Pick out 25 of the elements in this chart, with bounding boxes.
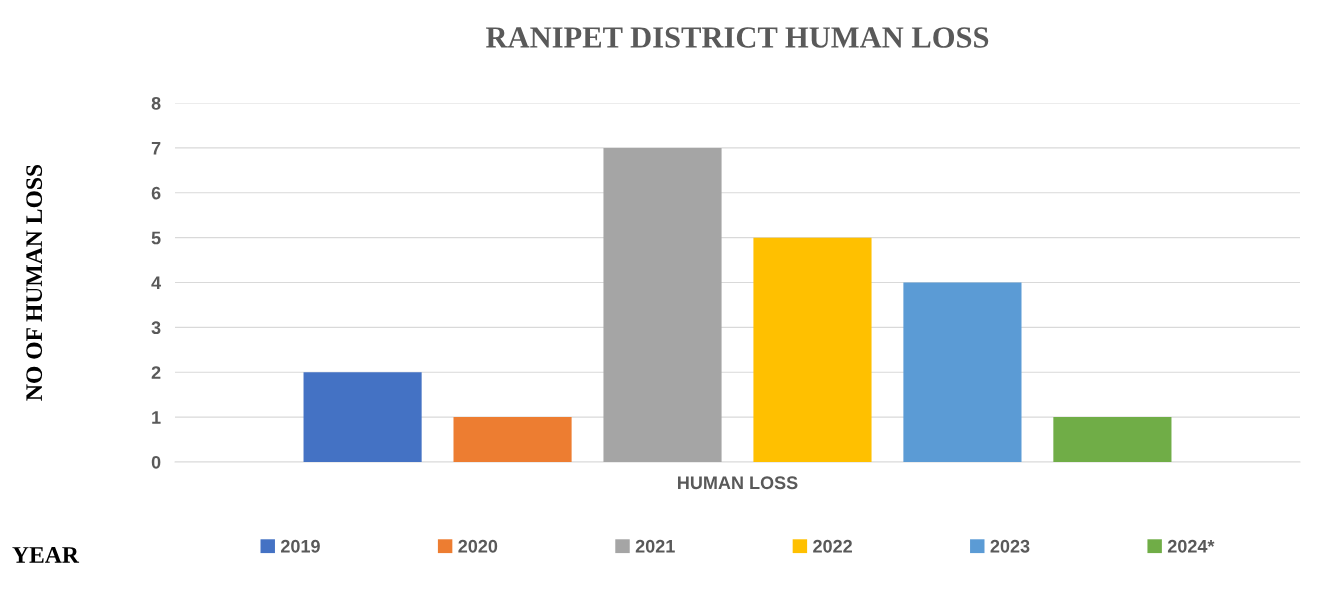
bar <box>453 417 572 462</box>
y-axis-title: NO OF HUMAN LOSS <box>26 164 43 401</box>
y-tick-label: 5 <box>151 231 161 245</box>
chart-title: RANIPET DISTRICT HUMAN LOSS <box>486 27 989 48</box>
bar <box>1053 417 1172 462</box>
y-tick-label: 1 <box>152 411 161 424</box>
bar <box>903 282 1022 462</box>
y-tick-label: 7 <box>151 142 161 155</box>
y-tick-label: 0 <box>151 455 161 469</box>
legend-label: 2021 <box>635 539 675 553</box>
bar <box>603 147 722 462</box>
y-tick-label: 4 <box>151 276 162 290</box>
x-tick-label: HUMAN LOSS <box>678 476 798 490</box>
legend-title: YEAR <box>12 547 80 563</box>
y-tick-label: 6 <box>151 186 161 200</box>
y-tick-label: 3 <box>151 321 161 335</box>
legend-label: 2022 <box>813 539 852 553</box>
legend-label: 2023 <box>990 539 1030 553</box>
y-tick-label: 8 <box>151 96 161 110</box>
legend-label: 2024* <box>1167 539 1215 553</box>
bar <box>753 237 872 462</box>
legend-label: 2020 <box>458 539 498 553</box>
y-tick-label: 2 <box>151 366 161 379</box>
legend-label: 2019 <box>281 539 320 553</box>
bar <box>303 372 422 462</box>
